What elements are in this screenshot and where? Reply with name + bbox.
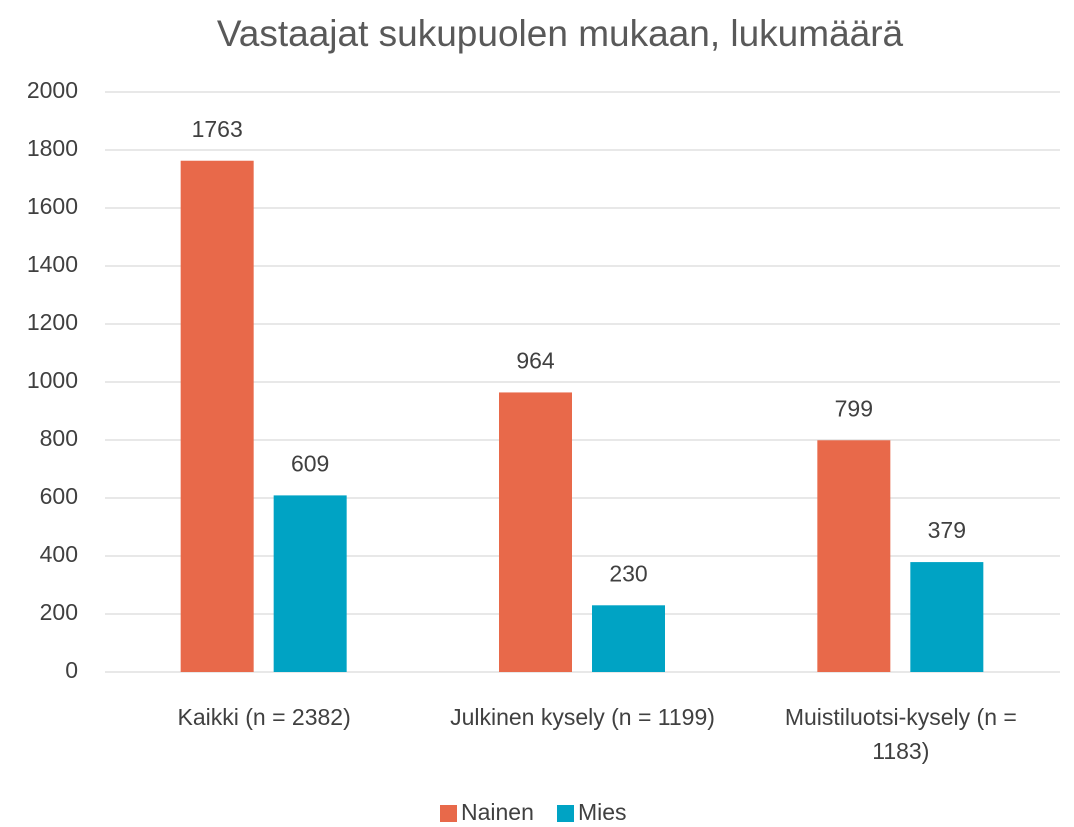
chart-title: Vastaajat sukupuolen mukaan, lukumäärä — [217, 13, 904, 54]
data-label: 230 — [609, 560, 647, 586]
bar — [273, 495, 347, 672]
y-tick-label: 2000 — [27, 77, 78, 103]
data-label: 609 — [291, 450, 329, 476]
data-label: 799 — [835, 395, 873, 421]
data-label: 964 — [516, 348, 555, 374]
y-tick-label: 1200 — [27, 309, 78, 335]
legend-label: Mies — [578, 799, 627, 825]
data-label: 1763 — [192, 116, 243, 142]
legend-label: Nainen — [461, 799, 534, 825]
bar — [180, 160, 254, 673]
y-tick-label: 1400 — [27, 251, 78, 277]
y-tick-label: 1600 — [27, 193, 78, 219]
x-tick-label: Kaikki (n = 2382) — [177, 704, 351, 730]
data-label: 379 — [928, 517, 966, 543]
y-tick-label: 600 — [40, 483, 78, 509]
y-tick-label: 1000 — [27, 367, 78, 393]
x-tick-label: Julkinen kysely (n = 1199) — [450, 704, 715, 730]
x-tick-label: Muistiluotsi-kysely (n = 1183) — [784, 704, 1017, 764]
legend-swatch — [557, 805, 574, 822]
bar — [499, 392, 572, 672]
bar — [817, 440, 891, 672]
y-tick-label: 200 — [40, 599, 78, 625]
legend-swatch — [440, 805, 457, 822]
y-tick-label: 400 — [40, 541, 78, 567]
bar — [910, 562, 984, 672]
y-tick-label: 0 — [65, 657, 78, 683]
y-tick-label: 1800 — [27, 135, 78, 161]
bar — [592, 605, 665, 672]
y-tick-label: 800 — [40, 425, 78, 451]
